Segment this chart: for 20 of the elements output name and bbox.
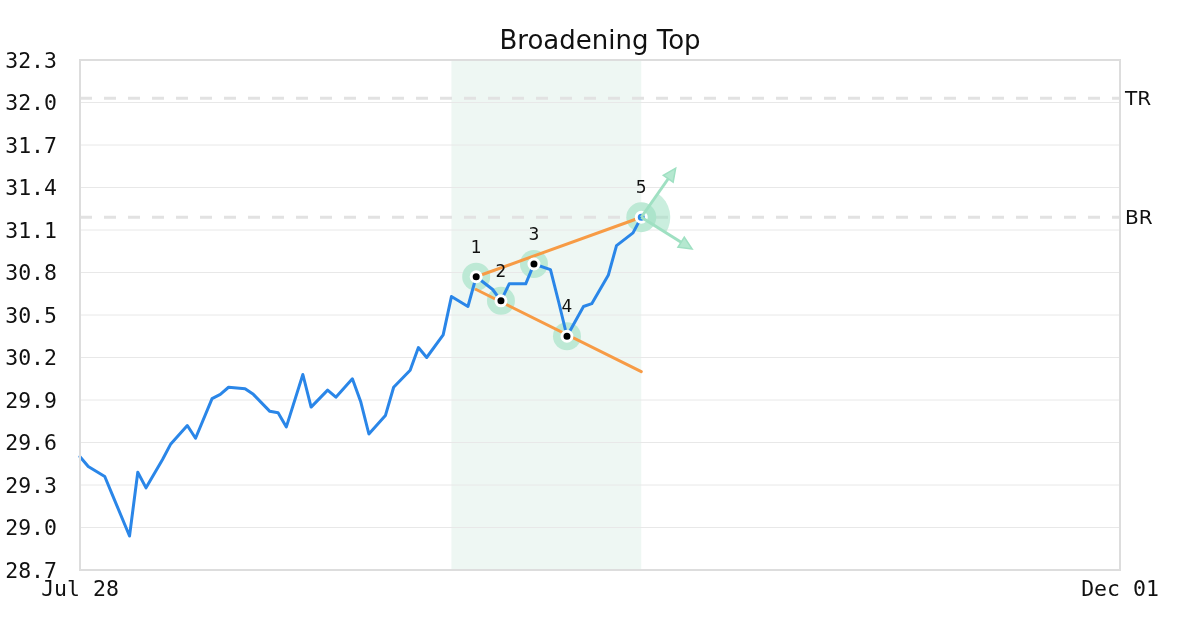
y-tick-label: 31.7 [5, 132, 57, 158]
y-tick-label: 29.3 [5, 472, 57, 498]
y-tick-label: 29.9 [5, 387, 57, 413]
x-tick-label: Dec 01 [1081, 575, 1159, 601]
y-tick-label: 30.2 [5, 345, 57, 370]
y-tick-label: 31.1 [5, 217, 57, 243]
annotation: 5 [635, 177, 647, 198]
y-tick-label: 29.0 [5, 515, 57, 540]
annotation: 3 [528, 224, 540, 244]
y-tick-label: 30.8 [5, 260, 57, 285]
annotation: 4 [561, 296, 573, 317]
ref-line-label: BR [1125, 205, 1153, 230]
y-tick-label: 32.0 [5, 90, 57, 115]
annotation: 1 [470, 236, 482, 257]
y-tick-label: 29.6 [5, 430, 57, 455]
y-tick-label: 30.5 [5, 302, 57, 328]
y-tick-label: 32.3 [5, 47, 57, 73]
ref-line-label: TR [1124, 86, 1152, 111]
chart-title: Broadening Top [499, 25, 701, 55]
y-tick-label: 31.4 [5, 175, 57, 200]
